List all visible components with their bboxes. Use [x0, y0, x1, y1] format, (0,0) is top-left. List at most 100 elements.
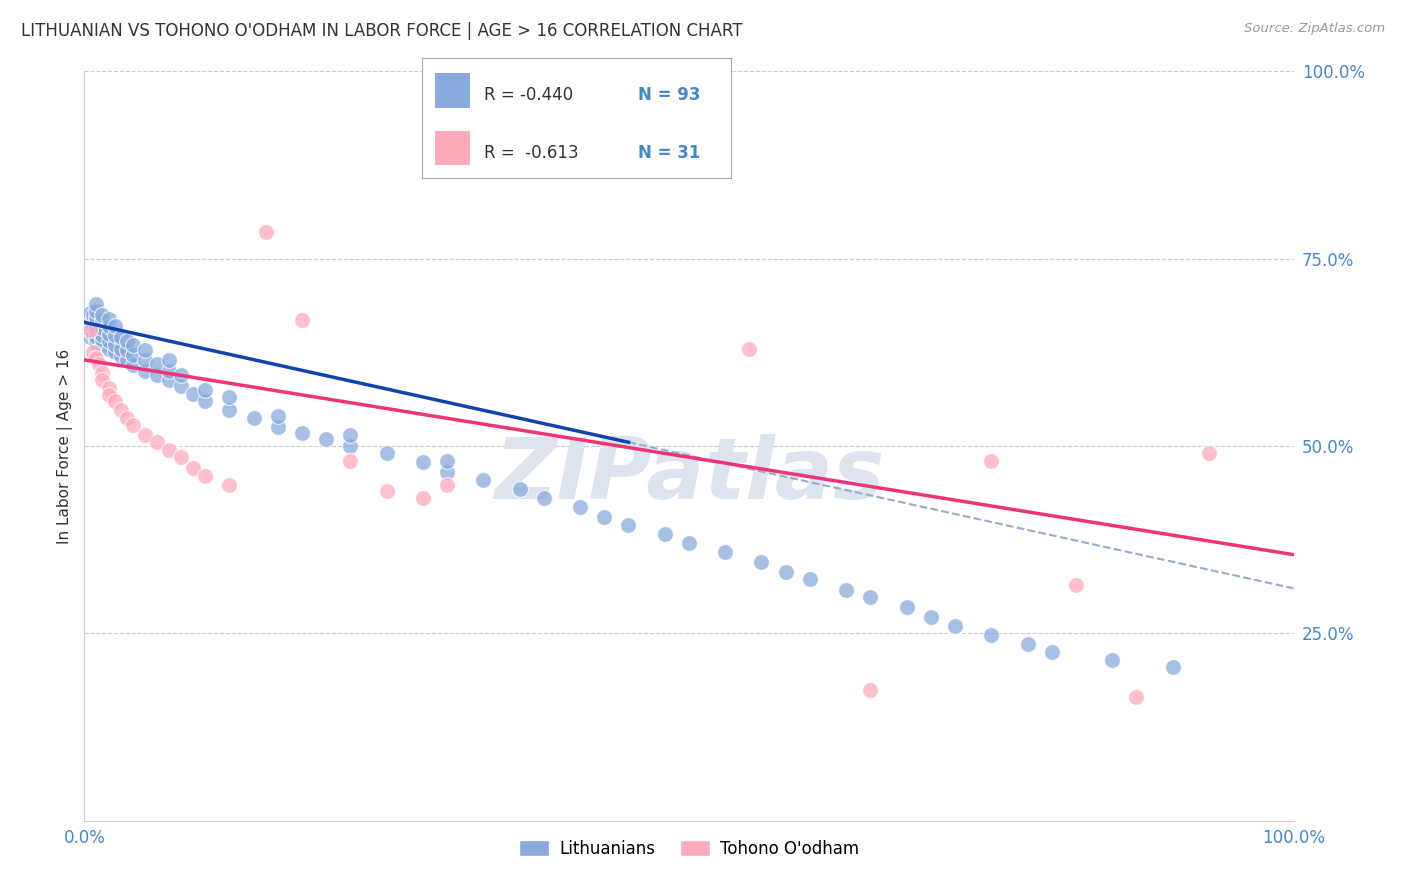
Point	[91, 320, 114, 334]
Point	[86, 304, 108, 318]
Point	[654, 527, 676, 541]
Point	[104, 319, 127, 334]
Point	[91, 338, 114, 352]
Point	[110, 349, 132, 363]
Point	[86, 296, 108, 310]
Point	[97, 311, 120, 326]
Point	[134, 364, 156, 378]
Point	[339, 427, 361, 442]
Point	[91, 366, 114, 380]
Point	[1101, 652, 1123, 666]
Point	[943, 619, 966, 633]
Point	[1198, 446, 1220, 460]
Point	[375, 483, 398, 498]
Point	[170, 379, 193, 393]
Point	[775, 565, 797, 579]
Point	[533, 491, 555, 506]
Point	[79, 323, 101, 337]
Point	[218, 403, 240, 417]
Point	[79, 313, 101, 327]
Point	[104, 338, 127, 352]
Y-axis label: In Labor Force | Age > 16: In Labor Force | Age > 16	[58, 349, 73, 543]
Point	[412, 455, 434, 469]
Point	[194, 469, 217, 483]
Point	[134, 427, 156, 442]
Point	[91, 313, 114, 327]
Point	[79, 330, 101, 344]
Point	[86, 330, 108, 344]
Text: LITHUANIAN VS TOHONO O'ODHAM IN LABOR FORCE | AGE > 16 CORRELATION CHART: LITHUANIAN VS TOHONO O'ODHAM IN LABOR FO…	[21, 22, 742, 40]
Point	[97, 342, 120, 356]
Point	[738, 342, 761, 356]
Point	[97, 319, 120, 334]
Text: R = -0.440: R = -0.440	[484, 86, 572, 103]
Point	[291, 425, 314, 440]
Point	[218, 478, 240, 492]
Point	[91, 333, 114, 347]
Point	[157, 373, 180, 387]
Point	[146, 435, 169, 450]
Point	[86, 310, 108, 325]
Point	[714, 545, 737, 559]
Point	[218, 390, 240, 404]
Point	[86, 323, 108, 337]
Point	[86, 335, 108, 350]
Point	[97, 380, 120, 394]
Point	[110, 403, 132, 417]
Point	[267, 409, 290, 423]
Point	[82, 326, 104, 341]
Point	[97, 326, 120, 341]
Point	[315, 432, 337, 446]
Point	[254, 226, 277, 240]
Point	[115, 343, 138, 357]
Text: N = 93: N = 93	[638, 86, 700, 103]
Point	[104, 394, 127, 409]
Point	[835, 582, 858, 597]
Point	[1017, 637, 1039, 651]
Point	[91, 328, 114, 343]
Point	[291, 313, 314, 327]
Point	[97, 388, 120, 402]
Point	[86, 351, 108, 365]
Point	[339, 454, 361, 468]
Point	[86, 313, 108, 327]
Point	[87, 357, 110, 371]
FancyBboxPatch shape	[434, 130, 471, 166]
Point	[86, 319, 108, 334]
Point	[134, 343, 156, 357]
Point	[436, 465, 458, 479]
Point	[859, 682, 882, 697]
Point	[79, 323, 101, 337]
Point	[146, 368, 169, 382]
Point	[121, 348, 143, 362]
Point	[617, 517, 640, 532]
Point	[104, 345, 127, 359]
Point	[896, 600, 918, 615]
Text: Source: ZipAtlas.com: Source: ZipAtlas.com	[1244, 22, 1385, 36]
Point	[104, 328, 127, 343]
Point	[678, 536, 700, 550]
Point	[79, 305, 101, 319]
Point	[79, 315, 101, 329]
Point	[79, 310, 101, 325]
Point	[1161, 660, 1184, 674]
Point	[194, 394, 217, 409]
Point	[91, 373, 114, 387]
Point	[799, 573, 821, 587]
Point	[157, 364, 180, 378]
Point	[146, 357, 169, 371]
Text: N = 31: N = 31	[638, 144, 700, 161]
Point	[509, 483, 531, 497]
Point	[170, 368, 193, 382]
Point	[110, 342, 132, 356]
Point	[79, 319, 101, 334]
Point	[82, 313, 104, 327]
Point	[194, 383, 217, 397]
Point	[593, 510, 616, 524]
Point	[1040, 645, 1063, 659]
Point	[82, 319, 104, 334]
Point	[181, 386, 204, 401]
Text: ZIPatlas: ZIPatlas	[494, 434, 884, 517]
Point	[436, 478, 458, 492]
Point	[242, 410, 264, 425]
